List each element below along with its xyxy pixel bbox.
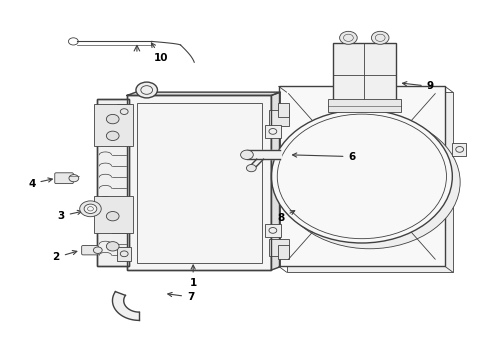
Bar — [94, 196, 133, 233]
Bar — [277, 103, 288, 117]
Polygon shape — [112, 292, 139, 320]
FancyBboxPatch shape — [55, 173, 73, 184]
Text: 2: 2 — [53, 251, 77, 262]
FancyBboxPatch shape — [81, 246, 98, 255]
Bar — [277, 246, 288, 259]
Bar — [117, 247, 131, 261]
Circle shape — [80, 201, 101, 217]
Bar — [97, 99, 128, 266]
Circle shape — [339, 31, 356, 44]
Bar — [127, 95, 271, 270]
Polygon shape — [271, 92, 280, 270]
Circle shape — [93, 247, 102, 253]
Bar — [286, 92, 452, 272]
Text: 3: 3 — [58, 210, 81, 221]
Bar — [94, 104, 133, 146]
Polygon shape — [127, 92, 280, 95]
Circle shape — [371, 31, 388, 44]
Polygon shape — [246, 150, 281, 159]
Polygon shape — [247, 159, 263, 168]
Circle shape — [106, 114, 119, 124]
Circle shape — [279, 116, 459, 249]
Circle shape — [106, 131, 119, 140]
Bar — [268, 239, 288, 256]
Bar — [451, 143, 465, 156]
Bar — [137, 103, 261, 263]
Bar — [127, 95, 271, 270]
Bar — [327, 99, 400, 112]
Text: 6: 6 — [292, 152, 355, 162]
Bar — [264, 224, 280, 237]
Bar — [97, 99, 128, 266]
Circle shape — [106, 211, 119, 221]
Circle shape — [246, 165, 256, 172]
Text: 4: 4 — [28, 178, 52, 189]
Bar — [117, 104, 131, 119]
Circle shape — [106, 242, 119, 251]
Circle shape — [69, 175, 79, 182]
Bar — [268, 110, 288, 126]
Text: 7: 7 — [167, 292, 194, 302]
Circle shape — [84, 204, 97, 213]
Text: 5: 5 — [99, 117, 119, 128]
Text: 10: 10 — [151, 43, 168, 63]
Text: 8: 8 — [277, 211, 294, 223]
Bar — [332, 43, 395, 101]
Bar — [278, 86, 444, 266]
Text: 1: 1 — [189, 265, 196, 288]
Text: 9: 9 — [402, 81, 433, 91]
Circle shape — [136, 82, 157, 98]
Circle shape — [271, 110, 451, 243]
Circle shape — [240, 150, 253, 159]
Bar — [264, 125, 280, 138]
